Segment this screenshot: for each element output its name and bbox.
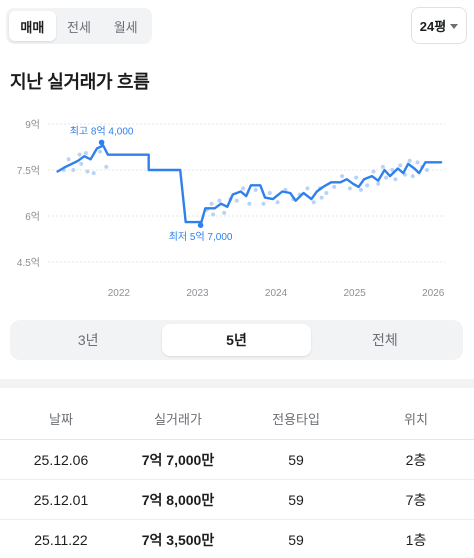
scatter-point [85,169,90,174]
size-dropdown[interactable]: 24평 [411,7,467,44]
scatter-point [253,187,258,192]
scatter-point [79,161,84,166]
period-tabs: 3년 5년 전체 [10,320,463,360]
header-floor: 위치 [404,412,428,427]
x-tick-label: 2022 [108,288,131,299]
scatter-point [354,175,359,180]
scatter-point [211,212,216,217]
scatter-point [241,186,246,191]
scatter-point [234,198,239,203]
x-tick-label: 2025 [344,288,367,299]
max-label: 최고 8억 4,000 [70,125,134,137]
x-tick-label: 2023 [186,288,209,299]
size-dropdown-label: 24평 [419,19,447,34]
row-date: 25.12.06 [33,451,89,468]
scatter-point [66,157,71,162]
scatter-point [390,168,395,172]
scatter-point [98,149,103,154]
scatter-point [347,186,352,191]
scatter-point [365,183,370,188]
scatter-point [104,164,109,169]
price-line [56,144,443,224]
scatter-point [340,174,345,179]
min-point [197,222,204,228]
scatter-point [222,210,227,215]
scatter-point [393,177,398,182]
scatter-point [319,195,324,200]
scatter-point [384,175,389,180]
scatter-point [275,200,280,205]
row-price: 7억 3,500만 [141,531,215,548]
y-tick-label: 7.5억 [17,165,40,177]
scatter-point [410,174,415,179]
max-point [98,139,105,146]
table-row[interactable]: 25.12.06 7억 7,000만 59 2층 [0,440,474,480]
scatter-point [324,191,329,195]
deal-type-tabs: 매매 전세 월세 [6,8,152,44]
scatter-point [311,200,316,205]
tab-all[interactable]: 전체 [371,332,398,348]
x-tick-label: 2026 [422,288,445,299]
tab-5-years[interactable]: 5년 [162,324,311,356]
y-tick-label: 6억 [25,211,40,223]
row-floor: 7층 [405,491,427,508]
tab-jeonse[interactable]: 전세 [67,19,91,35]
scatter-point [380,164,385,169]
row-date: 25.12.01 [33,491,89,508]
scatter-point [217,198,222,203]
scatter-point [247,201,252,206]
row-area-type: 59 [288,491,304,508]
scatter-point [77,152,82,157]
tab-monthly-rent[interactable]: 월세 [113,19,138,35]
row-price: 7억 8,000만 [141,491,215,508]
section-divider [0,379,474,388]
price-chart-canvas: 9억 7.5억 6억 4.5억 2022 2023 2024 2025 2026 최고 8억 4,… [0,108,474,303]
section-title: 지난 실거래가 흐름 [10,72,150,92]
scatter-point [261,201,266,206]
caret-down-icon [450,23,459,29]
header-price: 실거래가 [154,412,202,427]
scatter-point [415,160,420,165]
scatter-point [71,168,76,172]
header-date: 날짜 [49,412,73,427]
tab-sale[interactable]: 매매 [9,11,56,41]
row-area-type: 59 [288,531,304,548]
scatter-point [83,151,88,156]
scatter-point [407,158,412,163]
scatter-point [209,201,214,206]
table-header: 날짜 실거래가 전용타입 위치 [0,398,474,440]
row-floor: 2층 [405,451,427,468]
scatter-point [332,184,337,189]
row-area-type: 59 [288,451,304,468]
tab-3-years[interactable]: 3년 [77,332,99,348]
table-row[interactable]: 25.11.22 7억 3,500만 59 1층 [0,520,474,558]
scatter-point [424,168,429,172]
table-row[interactable]: 25.12.01 7억 8,000만 59 7층 [0,480,474,520]
chart-svg: 9억 7.5억 6억 4.5억 2022 2023 2024 2025 2026 최고 8억 4,… [17,119,445,299]
scatter-point [91,171,96,176]
scatter-point [376,181,381,186]
x-tick-label: 2024 [265,288,288,299]
scatter-point [358,187,363,192]
header-area-type: 전용타입 [272,412,320,427]
row-floor: 1층 [405,531,427,548]
scatter-point [305,186,310,191]
transaction-table: 날짜 실거래가 전용타입 위치 25.12.06 7억 7,000만 59 2층… [0,398,474,558]
y-tick-label: 4.5억 [17,257,40,269]
row-date: 25.11.22 [34,531,88,548]
scatter-point [398,163,403,168]
scatter-point [267,191,272,195]
scatter-point [371,169,376,174]
price-chart: 9억 7.5억 6억 4.5억 2022 2023 2024 2025 2026 최고 8억 4,… [0,108,474,303]
y-tick-label: 9억 [25,119,40,131]
min-label: 최저 5억 7,000 [169,231,233,243]
row-price: 7억 7,000만 [141,451,215,468]
